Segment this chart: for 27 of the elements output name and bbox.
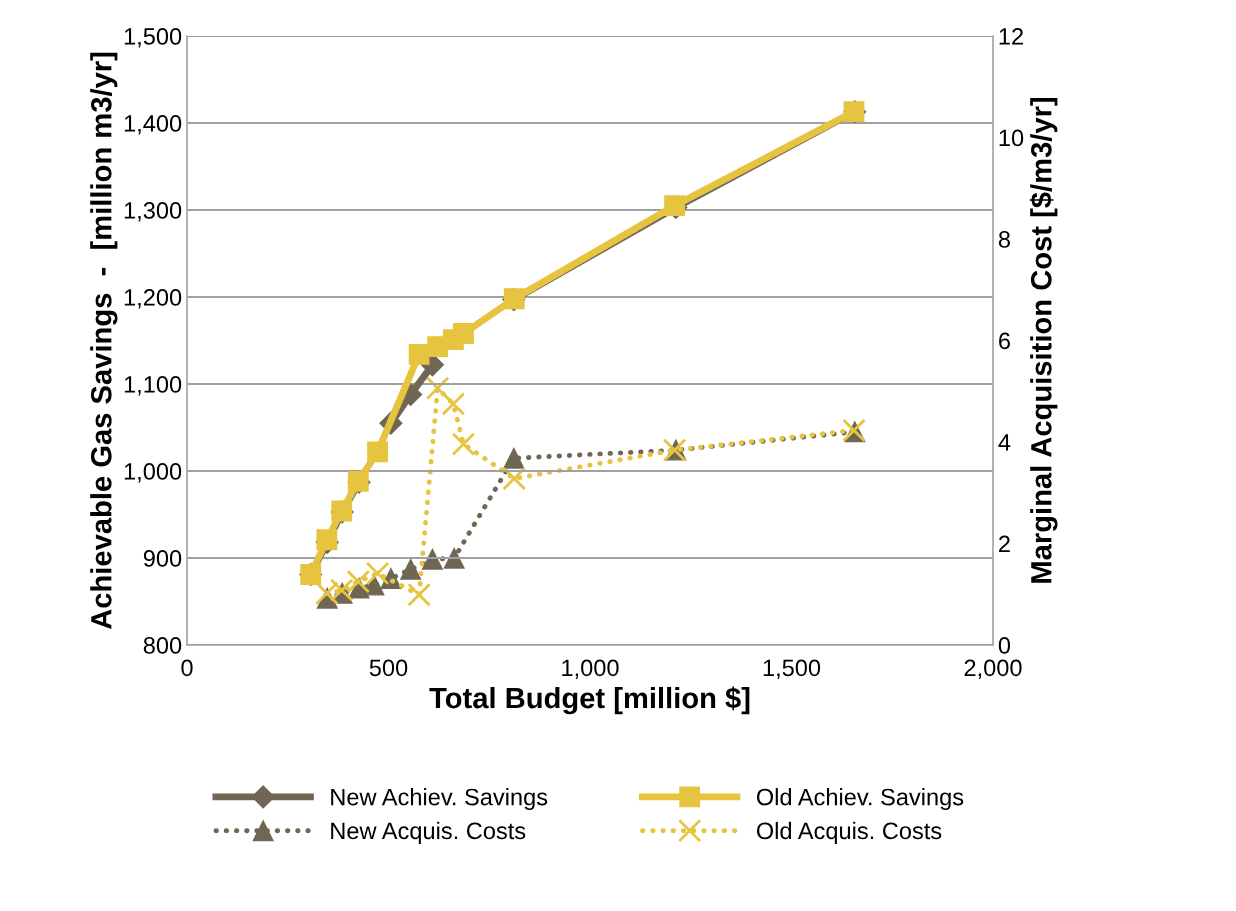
y2-tick-label: 6 <box>999 332 1010 350</box>
y2-tick-label: 0 <box>998 637 1011 654</box>
y2-tick-label: 8 <box>998 231 1010 248</box>
x-tick-label: 0 <box>181 659 193 677</box>
y2-tick-label: 10 <box>999 129 1024 147</box>
y-tick-label: 1,100 <box>124 376 182 396</box>
x-tick-label: 1,000 <box>562 659 619 680</box>
legend-label: Old Achiev. Savings <box>756 788 964 811</box>
y2-tick-label: 12 <box>999 28 1023 45</box>
y2-tick-label: 2 <box>999 535 1010 553</box>
legend-label: New Acquis. Costs <box>331 821 526 844</box>
x-tick-label: 500 <box>369 659 408 677</box>
y-tick-label: 1,200 <box>124 289 182 309</box>
y2-tick-label: 4 <box>998 434 1011 451</box>
x-tick-label: 1,500 <box>763 659 821 680</box>
legend-label: Old Acquis. Costs <box>756 821 942 844</box>
x-tick-label: 2,000 <box>964 659 1022 680</box>
y-axis-title: Achievable Gas Savings - [million m3/yr] <box>90 52 118 630</box>
y-tick-label: 900 <box>143 550 182 567</box>
legend-label: New Achiev. Savings <box>331 788 548 811</box>
y-tick-label: 1,300 <box>124 202 182 222</box>
y-tick-label: 1,500 <box>124 28 182 48</box>
y-tick-label: 1,400 <box>124 115 182 135</box>
x-axis-title: Total Budget [million $] <box>429 686 750 715</box>
y-tick-label: 800 <box>143 637 182 654</box>
y-tick-label: 1,000 <box>124 463 182 483</box>
y2-axis-title: Marginal Acquisition Cost [$/m3/yr] <box>1029 97 1058 583</box>
